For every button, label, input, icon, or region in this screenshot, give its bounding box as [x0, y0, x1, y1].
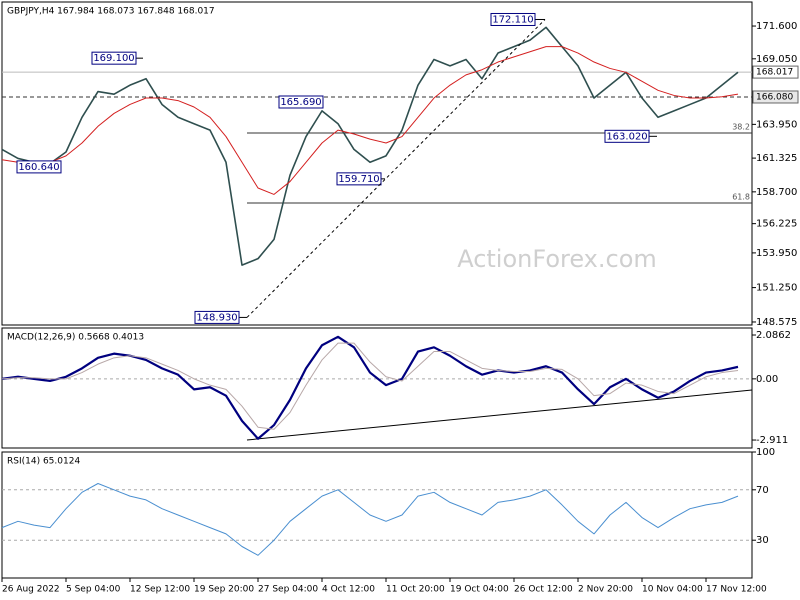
annotation-label: 148.930: [196, 312, 237, 323]
y-tick-label: 158.700: [756, 187, 797, 198]
series-line: [1, 342, 739, 430]
annotation-label: 160.640: [18, 162, 59, 173]
x-tick-label: 2 Nov 20:00: [578, 585, 633, 595]
annotation-box: [278, 95, 324, 109]
annotation-box: [336, 172, 382, 186]
x-tick-label: 26 Oct 12:00: [514, 585, 573, 595]
x-tick-label: 27 Sep 04:00: [258, 585, 318, 595]
price-marker-label: 166.080: [756, 92, 793, 102]
price-marker-label: 168.017: [756, 68, 793, 78]
x-tick-label: 19 Oct 04:00: [450, 585, 509, 595]
y-tick-label: 163.950: [756, 119, 797, 130]
series-line: [1, 335, 739, 440]
annotation-label: 163.020: [606, 131, 647, 142]
trendline: [246, 19, 546, 318]
series-line: [1, 26, 739, 266]
macd-trendline: [246, 389, 753, 441]
y-tick-label: 2.0862: [756, 330, 791, 341]
y-tick-label: 70: [756, 485, 769, 496]
panel-title: GBPJPY,H4 167.984 168.073 167.848 168.01…: [7, 7, 215, 17]
x-tick-label: 5 Sep 04:00: [66, 585, 121, 595]
panel-title: RSI(14) 65.0124: [7, 457, 80, 467]
fib-label: 38.2: [732, 122, 750, 131]
price-panel: [1, 1, 753, 326]
y-tick-label: 169.050: [756, 54, 797, 65]
annotation-box: [490, 12, 536, 26]
y-tick-label: 161.325: [756, 153, 797, 164]
y-tick-label: 156.225: [756, 219, 797, 230]
annotation-box: [604, 129, 650, 143]
y-tick-label: 153.950: [756, 248, 797, 259]
annotation-box: [91, 51, 137, 65]
x-tick-label: 19 Sep 20:00: [194, 585, 254, 595]
x-tick-label: 17 Nov 12:00: [706, 585, 767, 595]
y-tick-label: 0.00: [756, 374, 778, 385]
x-tick-label: 10 Nov 04:00: [642, 585, 703, 595]
annotation-box: [16, 160, 62, 174]
fib-label: 61.8: [732, 193, 750, 202]
y-tick-label: 100: [756, 447, 775, 458]
x-tick-label: 4 Oct 12:00: [322, 585, 375, 595]
y-tick-label: -2.911: [756, 435, 788, 446]
annotation-label: 165.690: [280, 97, 321, 108]
y-tick-label: 30: [756, 535, 769, 546]
watermark: ActionForex.com: [457, 245, 657, 273]
x-tick-label: 26 Aug 2022: [2, 585, 60, 595]
annotation-label: 172.110: [492, 14, 533, 25]
annotation-label: 169.100: [93, 53, 134, 64]
price-marker-box: [752, 65, 799, 79]
annotation-label: 159.710: [338, 174, 379, 185]
macd-panel: [1, 327, 753, 449]
series-line: [1, 46, 739, 195]
rsi-panel: [1, 451, 753, 579]
price-marker-box: [752, 90, 799, 104]
y-tick-label: 171.600: [756, 21, 797, 32]
panel-title: MACD(12,26,9) 0.5668 0.4013: [7, 333, 144, 343]
x-tick-label: 12 Sep 12:00: [130, 585, 190, 595]
series-line: [1, 483, 739, 556]
annotation-box: [194, 310, 240, 324]
x-tick-label: 11 Oct 20:00: [386, 585, 445, 595]
y-tick-label: 148.575: [756, 317, 797, 328]
y-tick-label: 151.250: [756, 283, 797, 294]
